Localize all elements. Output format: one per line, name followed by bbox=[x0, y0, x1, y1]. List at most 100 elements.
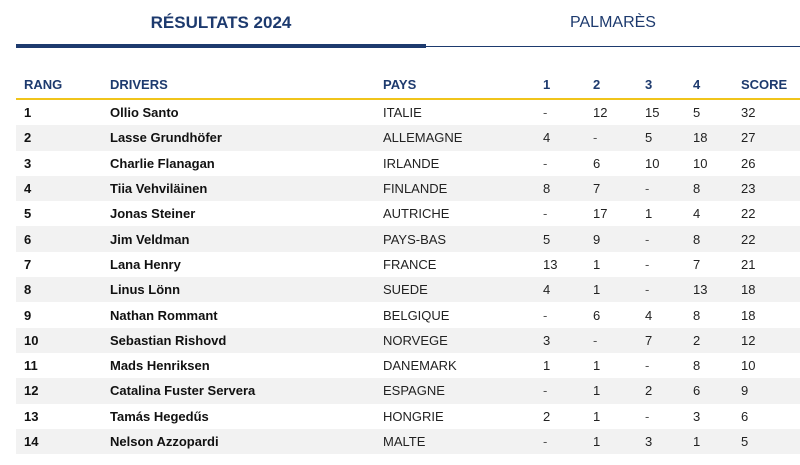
round-3-cell: 7 bbox=[645, 332, 653, 348]
driver-name-cell: Tiia Vehviläinen bbox=[110, 181, 208, 197]
header-round-4[interactable]: 4 bbox=[685, 70, 733, 100]
round-3-cell: - bbox=[645, 231, 650, 247]
rank-cell: 6 bbox=[24, 231, 32, 247]
table-header-row: RANG DRIVERS PAYS 1 2 3 4 SCORE bbox=[16, 70, 800, 100]
rank-cell: 11 bbox=[24, 358, 38, 374]
round-2-cell: 17 bbox=[593, 206, 608, 222]
round-2-cell: 6 bbox=[593, 155, 601, 171]
score-cell: 23 bbox=[741, 181, 756, 197]
tab-palmares[interactable]: PALMARÈS bbox=[570, 13, 656, 31]
round-1-cell: 8 bbox=[543, 181, 551, 197]
round-2-cell: 6 bbox=[593, 307, 601, 323]
tab-results-2024[interactable]: RÉSULTATS 2024 bbox=[150, 12, 292, 32]
header-round-3[interactable]: 3 bbox=[637, 70, 685, 100]
driver-name-cell: Ollio Santo bbox=[110, 105, 179, 121]
score-cell: 22 bbox=[741, 206, 756, 222]
round-3-cell: - bbox=[645, 181, 650, 197]
country-cell: FINLANDE bbox=[383, 181, 448, 197]
driver-name-cell: Jonas Steiner bbox=[110, 206, 196, 222]
round-2-cell: 12 bbox=[593, 105, 608, 121]
round-3-cell: - bbox=[645, 282, 650, 298]
table-row: 6 Jim Veldman PAYS-BAS 5 9 - 8 22 bbox=[16, 226, 800, 252]
round-2-cell: - bbox=[593, 130, 598, 146]
score-cell: 6 bbox=[741, 408, 749, 424]
round-1-cell: - bbox=[543, 383, 548, 399]
driver-name-cell: Lana Henry bbox=[110, 256, 181, 272]
rank-cell: 4 bbox=[24, 181, 32, 197]
table-row: 14 Nelson Azzopardi MALTE - 1 3 1 5 bbox=[16, 428, 800, 455]
table-row: 3 Charlie Flanagan IRLANDE - 6 10 10 26 bbox=[16, 151, 800, 176]
table-row: 1 Ollio Santo ITALIE - 12 15 5 32 bbox=[16, 99, 800, 125]
table-row: 13 Tamás Hegedűs HONGRIE 2 1 - 3 6 bbox=[16, 404, 800, 429]
country-cell: IRLANDE bbox=[383, 155, 440, 171]
driver-name-cell: Mads Henriksen bbox=[110, 358, 210, 374]
round-4-cell: 18 bbox=[693, 130, 708, 146]
table-row: 12 Catalina Fuster Servera ESPAGNE -1 2 6 9 bbox=[16, 378, 800, 404]
round-4-cell: 7 bbox=[693, 256, 701, 272]
score-cell: 10 bbox=[741, 358, 756, 374]
driver-name-cell: Nathan Rommant bbox=[110, 307, 218, 323]
round-4-cell: 6 bbox=[693, 383, 701, 399]
round-2-cell: 1 bbox=[593, 383, 601, 399]
round-4-cell: 8 bbox=[693, 181, 701, 197]
header-rank[interactable]: RANG bbox=[16, 70, 102, 100]
country-cell: PAYS-BAS bbox=[383, 231, 447, 247]
driver-name-cell: Jim Veldman bbox=[110, 231, 190, 247]
score-cell: 18 bbox=[741, 307, 756, 323]
header-round-1[interactable]: 1 bbox=[535, 70, 585, 100]
round-4-cell: 3 bbox=[693, 408, 701, 424]
round-4-cell: 8 bbox=[693, 231, 701, 247]
country-cell: SUEDE bbox=[383, 282, 428, 298]
rank-cell: 3 bbox=[24, 155, 32, 171]
round-3-cell: 5 bbox=[645, 130, 653, 146]
rank-cell: 13 bbox=[24, 408, 39, 424]
score-cell: 12 bbox=[741, 332, 756, 348]
table-row: 10 Sebastian Rishovd NORVEGE 3 - 7 2 12 bbox=[16, 327, 800, 353]
table-row: 9 Nathan Rommant BELGIQUE - 6 4 8 18 bbox=[16, 302, 800, 327]
country-cell: NORVEGE bbox=[383, 332, 448, 348]
country-cell: ESPAGNE bbox=[383, 383, 445, 399]
driver-name-cell: Linus Lönn bbox=[110, 282, 181, 298]
rank-cell: 2 bbox=[24, 130, 32, 146]
rank-cell: 9 bbox=[24, 307, 32, 323]
round-4-cell: 4 bbox=[693, 206, 701, 222]
rank-cell: 14 bbox=[24, 434, 39, 449]
round-2-cell: 9 bbox=[593, 231, 601, 247]
score-cell: 5 bbox=[741, 434, 749, 449]
round-4-cell: 13 bbox=[693, 282, 708, 298]
table-row: 8 Linus Lönn SUEDE 4 1 - 13 18 bbox=[16, 277, 800, 303]
table-row: 2 Lasse Grundhöfer ALLEMAGNE 4 - 5 18 27 bbox=[16, 125, 800, 151]
results-table-container: RANG DRIVERS PAYS 1 2 3 4 SCORE 1 Ollio S… bbox=[16, 70, 800, 455]
round-1-cell: 13 bbox=[543, 256, 558, 272]
round-1-cell: 4 bbox=[543, 282, 551, 298]
header-country[interactable]: PAYS bbox=[375, 70, 535, 100]
score-cell: 27 bbox=[741, 130, 756, 146]
table-row: 5 Jonas Steiner AUTRICHE - 17 1 4 22 bbox=[16, 201, 800, 226]
round-1-cell: - bbox=[543, 206, 548, 222]
rank-cell: 1 bbox=[24, 105, 32, 121]
rank-cell: 5 bbox=[24, 206, 32, 222]
round-3-cell: 2 bbox=[645, 383, 653, 399]
country-cell: DANEMARK bbox=[383, 358, 457, 374]
round-1-cell: - bbox=[543, 307, 548, 323]
header-round-2[interactable]: 2 bbox=[585, 70, 637, 100]
score-cell: 9 bbox=[741, 383, 749, 399]
table-row: 7 Lana Henry FRANCE 13 1 - 7 21 bbox=[16, 252, 800, 277]
driver-name-cell: Nelson Azzopardi bbox=[110, 434, 219, 449]
table-row: 11 Mads Henriksen DANEMARK 1 1-8 10 bbox=[16, 353, 800, 378]
round-3-cell: 15 bbox=[645, 105, 660, 121]
round-1-cell: 2 bbox=[543, 408, 551, 424]
round-2-cell: 1 bbox=[593, 434, 601, 449]
country-cell: MALTE bbox=[383, 434, 426, 449]
round-1-cell: - bbox=[543, 105, 548, 121]
driver-name-cell: Lasse Grundhöfer bbox=[110, 130, 222, 146]
country-cell: ITALIE bbox=[383, 105, 422, 121]
round-3-cell: - bbox=[645, 358, 650, 374]
round-2-cell: 1 bbox=[593, 282, 601, 298]
round-3-cell: 3 bbox=[645, 434, 653, 449]
round-4-cell: 8 bbox=[693, 358, 701, 374]
driver-name-cell: Catalina Fuster Servera bbox=[110, 383, 256, 399]
header-drivers[interactable]: DRIVERS bbox=[102, 70, 375, 100]
round-1-cell: 5 bbox=[543, 231, 551, 247]
header-score[interactable]: SCORE bbox=[733, 70, 800, 100]
